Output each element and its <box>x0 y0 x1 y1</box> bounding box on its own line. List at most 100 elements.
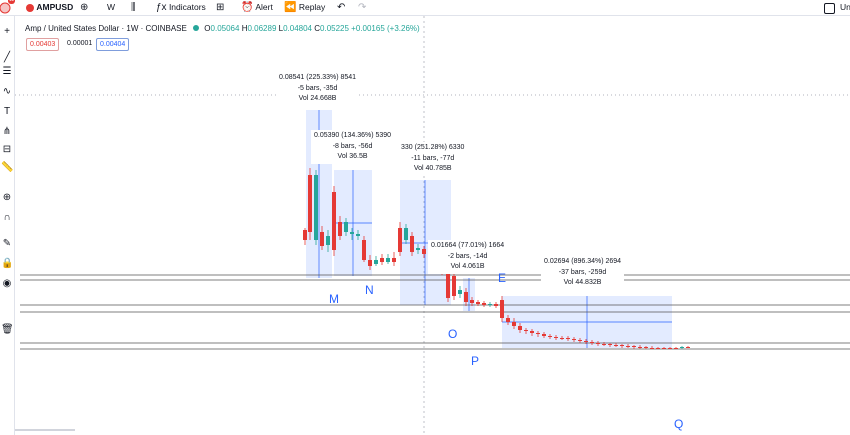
wave-label-p[interactable]: P <box>471 354 480 368</box>
candle-body <box>566 338 570 339</box>
trash-icon[interactable]: 🗑 <box>1 324 14 335</box>
candle-body <box>602 344 606 345</box>
interval-button[interactable]: W <box>107 2 116 12</box>
candle-body <box>548 336 552 337</box>
candle-body <box>506 318 510 322</box>
candle-body <box>530 331 534 333</box>
measure-label-3: 330 (251.28%) 6330 -11 bars, -77d Vol 40… <box>398 142 468 176</box>
candle-body <box>344 222 348 232</box>
candle-body <box>326 236 330 245</box>
candle-body <box>500 300 504 318</box>
undo-icon[interactable]: ↶ <box>337 2 346 13</box>
projection-icon[interactable]: ⊟ <box>2 144 12 155</box>
candle-body <box>614 345 618 346</box>
layout-grid-icon[interactable]: ⊞ <box>216 2 225 13</box>
rewind-icon: ⏪ <box>284 2 297 13</box>
indicators-button[interactable]: ƒx Indicators <box>156 0 206 15</box>
open-label: O <box>204 24 211 33</box>
measure-label-1: 0.08541 (225.33%) 8541 -5 bars, -35d Vol… <box>276 72 360 106</box>
top-toolbar: 11 AMPUSD ⊕ W ⫼ ƒx Indicators ⊞ ⏰ Alert … <box>0 0 850 16</box>
pattern-icon[interactable]: ∿ <box>2 86 12 97</box>
candle-body <box>356 234 360 236</box>
candle-body <box>638 347 642 348</box>
candle-body <box>458 290 462 294</box>
candle-body <box>632 346 636 347</box>
candle-body <box>536 333 540 334</box>
fib-icon[interactable]: ☰ <box>2 66 12 77</box>
candle-body <box>572 339 576 340</box>
measure-label-5: 0.02694 (896.34%) 2694 -37 bars, -259d V… <box>541 256 625 290</box>
candle-body <box>410 236 414 252</box>
crosshair-icon[interactable]: + <box>4 26 10 37</box>
wave-label-o[interactable]: O <box>448 327 458 341</box>
measure-1-bars: -5 bars, -35d <box>297 84 338 92</box>
candle-body <box>578 340 582 341</box>
measure-label-4: 0.01664 (77.01%) 1664 -2 bars, -14d Vol … <box>428 240 508 274</box>
candle-body <box>320 232 324 246</box>
symbol-title: Amp / United States Dollar · 1W · COINBA… <box>25 24 187 33</box>
candle-body <box>416 248 420 250</box>
measure-5-bars: -37 bars, -259d <box>558 268 607 276</box>
lock-drawings-icon[interactable]: ✎ <box>2 238 12 249</box>
replay-label: Replay <box>298 2 326 12</box>
candlestick-series <box>303 168 690 349</box>
wave-label-q[interactable]: Q <box>674 417 684 431</box>
candle-body <box>303 230 307 240</box>
candle-body <box>686 347 690 348</box>
high-label: H <box>241 24 248 33</box>
candle-body <box>464 292 468 302</box>
candle-body <box>560 338 564 339</box>
left-drawing-toolbar: + ╱ ☰ ∿ T ⋔ ⊟ 📏 ⊕ ∩ ✎ 🔒 ◉ 🗑 <box>0 16 15 435</box>
candle-body <box>338 222 342 236</box>
compare-add-icon[interactable]: ⊕ <box>80 2 89 13</box>
candle-body <box>368 260 372 266</box>
eye-icon[interactable]: ◉ <box>2 278 12 289</box>
ruler-icon[interactable]: 📏 <box>1 162 14 173</box>
measure-4-bars: -2 bars, -14d <box>447 252 488 260</box>
candle-body <box>674 348 678 349</box>
sell-price-button[interactable]: 0.00403 <box>26 38 60 51</box>
wave-label-e[interactable]: E <box>498 271 507 285</box>
candle-body <box>620 345 624 346</box>
candle-body <box>362 240 366 260</box>
candle-body <box>662 348 666 349</box>
symbol-search-button[interactable]: AMPUSD <box>26 0 73 15</box>
close-label: C <box>314 24 321 33</box>
candle-body <box>374 260 378 264</box>
pitchfork-icon[interactable]: ⋔ <box>2 126 12 137</box>
trend-line-icon[interactable]: ╱ <box>3 52 11 63</box>
notification-badge: 11 <box>8 0 16 4</box>
candle-body <box>608 344 612 345</box>
candle-body <box>554 337 558 338</box>
measure-1-price: 0.08541 (225.33%) 8541 <box>279 74 357 81</box>
alert-label: Alert <box>255 2 273 12</box>
symbol-name: AMPUSD <box>36 2 74 12</box>
redo-icon[interactable]: ↷ <box>358 2 367 13</box>
high-value: 0.06289 <box>247 24 277 33</box>
candle-body <box>542 334 546 336</box>
candle-type-icon[interactable]: ⫼ <box>131 2 136 13</box>
candle-body <box>590 342 594 343</box>
text-icon[interactable]: T <box>3 106 11 117</box>
alert-button[interactable]: ⏰ Alert <box>241 0 273 15</box>
right-menu-label[interactable]: Un <box>840 2 850 12</box>
measure-3-price: 330 (251.28%) 6330 <box>401 144 465 151</box>
magnet-icon[interactable]: ∩ <box>3 212 11 223</box>
checkbox[interactable] <box>824 3 835 14</box>
measure-2-bars: -8 bars, -56d <box>332 142 373 150</box>
symbol-logo-icon <box>26 3 34 12</box>
lock-icon[interactable]: 🔒 <box>1 258 14 269</box>
candle-body <box>452 276 456 296</box>
wave-label-n[interactable]: N <box>365 283 374 297</box>
zoom-in-icon[interactable]: ⊕ <box>2 192 12 203</box>
measure-4-volume: Vol 4.061B <box>450 263 485 270</box>
user-avatar[interactable]: 11 <box>0 0 16 15</box>
candle-body <box>404 228 408 240</box>
wave-label-m[interactable]: M <box>329 292 339 306</box>
candle-body <box>332 192 336 250</box>
buy-price-button[interactable]: 0.00404 <box>96 38 130 51</box>
candle-body <box>392 258 396 262</box>
alarm-clock-icon: ⏰ <box>241 2 254 13</box>
replay-button[interactable]: ⏪ Replay <box>284 0 325 15</box>
